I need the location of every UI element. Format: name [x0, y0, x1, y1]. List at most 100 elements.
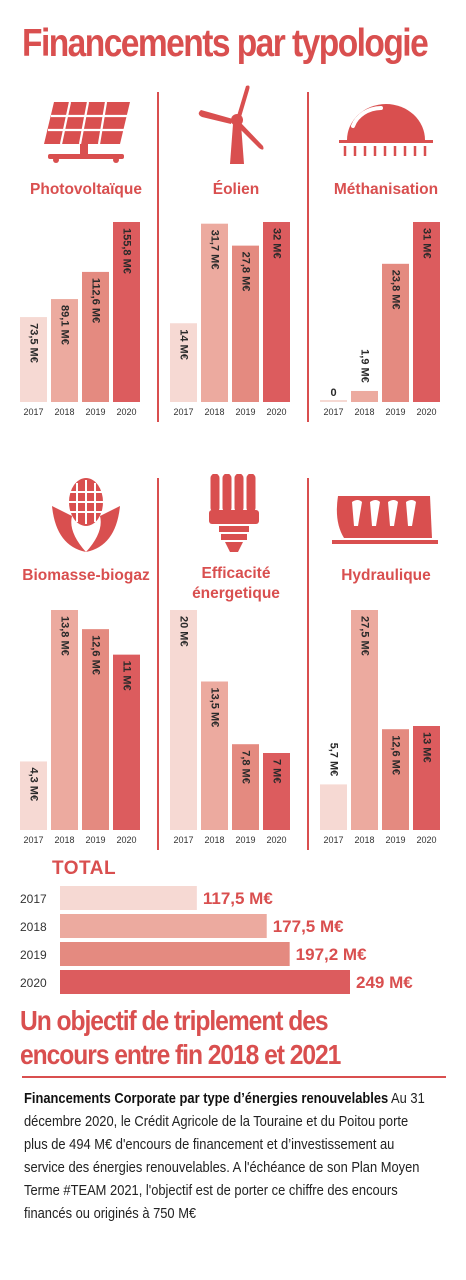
value-label: 23,8 M€ — [390, 270, 402, 310]
bar — [20, 317, 47, 402]
value-label: 31 M€ — [421, 228, 433, 259]
tick-label: 2017 — [323, 407, 343, 417]
bar — [232, 744, 259, 830]
bar — [263, 222, 290, 402]
tick-label: 2017 — [173, 835, 193, 845]
column-divider — [157, 92, 159, 422]
value-label: 20 M€ — [178, 616, 190, 647]
biomass-corn-icon — [52, 478, 120, 552]
bar — [82, 271, 109, 402]
bar — [201, 223, 228, 402]
body-lead: Financements Corporate par type d’énergi… — [24, 1090, 389, 1107]
tick-label: 2018 — [204, 835, 224, 845]
tick-label: 2020 — [20, 976, 47, 990]
value-label: 11 M€ — [121, 661, 133, 691]
energy-saving-bulb-icon — [209, 474, 259, 552]
value-label: 1,9 M€ — [359, 349, 371, 383]
tick-label: 2019 — [85, 835, 105, 845]
total-bar — [60, 886, 197, 910]
bar — [320, 784, 347, 830]
total-bar — [60, 914, 267, 938]
value-label: 112,6 M€ — [90, 278, 102, 323]
bar-chart-methanisation: 0 2017 1,9 M€ 2018 23,8 M€ 2019 31 M€ 2020 — [320, 222, 440, 417]
total-value-label: 177,5 M€ — [273, 917, 344, 936]
value-label: 31,7 M€ — [209, 230, 221, 270]
value-label: 7,8 M€ — [240, 750, 252, 784]
headline: Un objectif de triplement des encours en… — [20, 1005, 341, 1070]
value-label: 155,8 M€ — [121, 228, 133, 274]
bar-chart-efficacite-energetique: 20 M€ 2017 13,5 M€ 2018 7,8 M€ 2019 7 M€ 2020 — [170, 610, 290, 845]
bar — [320, 400, 347, 402]
body-text: Au 31 décembre 2020, le Crédit Agricole … — [24, 1090, 425, 1222]
tick-label: 2018 — [354, 835, 374, 845]
value-label: 0 — [330, 387, 336, 399]
tick-label: 2019 — [20, 948, 47, 962]
solar-panel-icon — [44, 101, 130, 163]
tick-label: 2019 — [385, 835, 405, 845]
column-divider — [307, 478, 309, 850]
category-label: Biomasse-biogaz — [22, 567, 150, 584]
tick-label: 2020 — [116, 835, 136, 845]
value-label: 13,5 M€ — [209, 688, 221, 728]
category-label: Éolien — [212, 181, 260, 198]
bar — [170, 610, 197, 830]
value-label: 32 M€ — [271, 228, 283, 259]
page-title: Financements par typologie — [22, 22, 429, 65]
value-label: 7 M€ — [271, 759, 283, 783]
category-label: Hydraulique — [341, 567, 431, 584]
tick-label: 2019 — [85, 407, 105, 417]
total-bar — [60, 942, 290, 966]
body-paragraph: Financements Corporate par type d’énergi… — [24, 1087, 428, 1225]
bar — [170, 323, 197, 402]
bar — [263, 753, 290, 830]
total-value-label: 249 M€ — [356, 973, 413, 992]
wind-turbine-icon — [198, 85, 264, 164]
value-label: 12,6 M€ — [90, 635, 102, 675]
methanizer-dome-icon — [339, 104, 433, 156]
bar — [413, 726, 440, 830]
bar — [351, 390, 378, 402]
bar — [351, 610, 378, 830]
column-divider — [307, 92, 309, 422]
tick-label: 2017 — [20, 892, 47, 906]
tick-label: 2018 — [354, 407, 374, 417]
bar — [82, 629, 109, 830]
total-bar — [60, 970, 350, 994]
value-label: 13 M€ — [421, 732, 433, 763]
tick-label: 2020 — [266, 835, 286, 845]
total-bar-chart: 2017 117,5 M€ 2018 177,5 M€ 2019 197,2 M€ 2020… — [20, 886, 413, 994]
tick-label: 2017 — [173, 407, 193, 417]
bar-chart-biomasse-biogaz: 4,3 M€ 2017 13,8 M€ 2018 12,6 M€ 2019 11 M€ 202… — [20, 610, 140, 845]
bar-chart-eolien: 14 M€ 2017 31,7 M€ 2018 27,8 M€ 2019 32 M€ 2020 — [170, 222, 290, 417]
value-label: 27,8 M€ — [240, 252, 252, 292]
bar — [51, 299, 78, 402]
tick-label: 2017 — [323, 835, 343, 845]
total-value-label: 197,2 M€ — [296, 945, 367, 964]
tick-label: 2018 — [54, 835, 74, 845]
value-label: 27,5 M€ — [359, 616, 371, 656]
tick-label: 2018 — [204, 407, 224, 417]
bar — [382, 729, 409, 830]
bar — [51, 610, 78, 830]
bar — [201, 681, 228, 830]
value-label: 14 M€ — [178, 329, 190, 360]
tick-label: 2018 — [54, 407, 74, 417]
tick-label: 2017 — [23, 835, 43, 845]
hydraulic-dam-icon — [332, 496, 438, 544]
tick-label: 2018 — [20, 920, 47, 934]
bar — [113, 654, 140, 830]
divider-line — [22, 1076, 446, 1078]
tick-label: 2019 — [235, 407, 255, 417]
category-label: Efficacité énergetique — [192, 565, 280, 602]
total-value-label: 117,5 M€ — [203, 889, 273, 908]
bar — [232, 245, 259, 402]
bar-chart-hydraulique: 5,7 M€ 2017 27,5 M€ 2018 12,6 M€ 2019 13 M€ 202… — [320, 610, 440, 845]
tick-label: 2020 — [416, 835, 436, 845]
category-label: Photovoltaïque — [30, 181, 142, 198]
category-label: Méthanisation — [333, 181, 439, 198]
value-label: 12,6 M€ — [390, 735, 402, 775]
value-label: 13,8 M€ — [59, 616, 71, 656]
value-label: 89,1 M€ — [59, 305, 71, 345]
bar — [20, 761, 47, 830]
bar-chart-photovoltaique: 73,5 M€ 2017 89,1 M€ 2018 112,6 M€ 2019 155,8 … — [20, 222, 140, 417]
